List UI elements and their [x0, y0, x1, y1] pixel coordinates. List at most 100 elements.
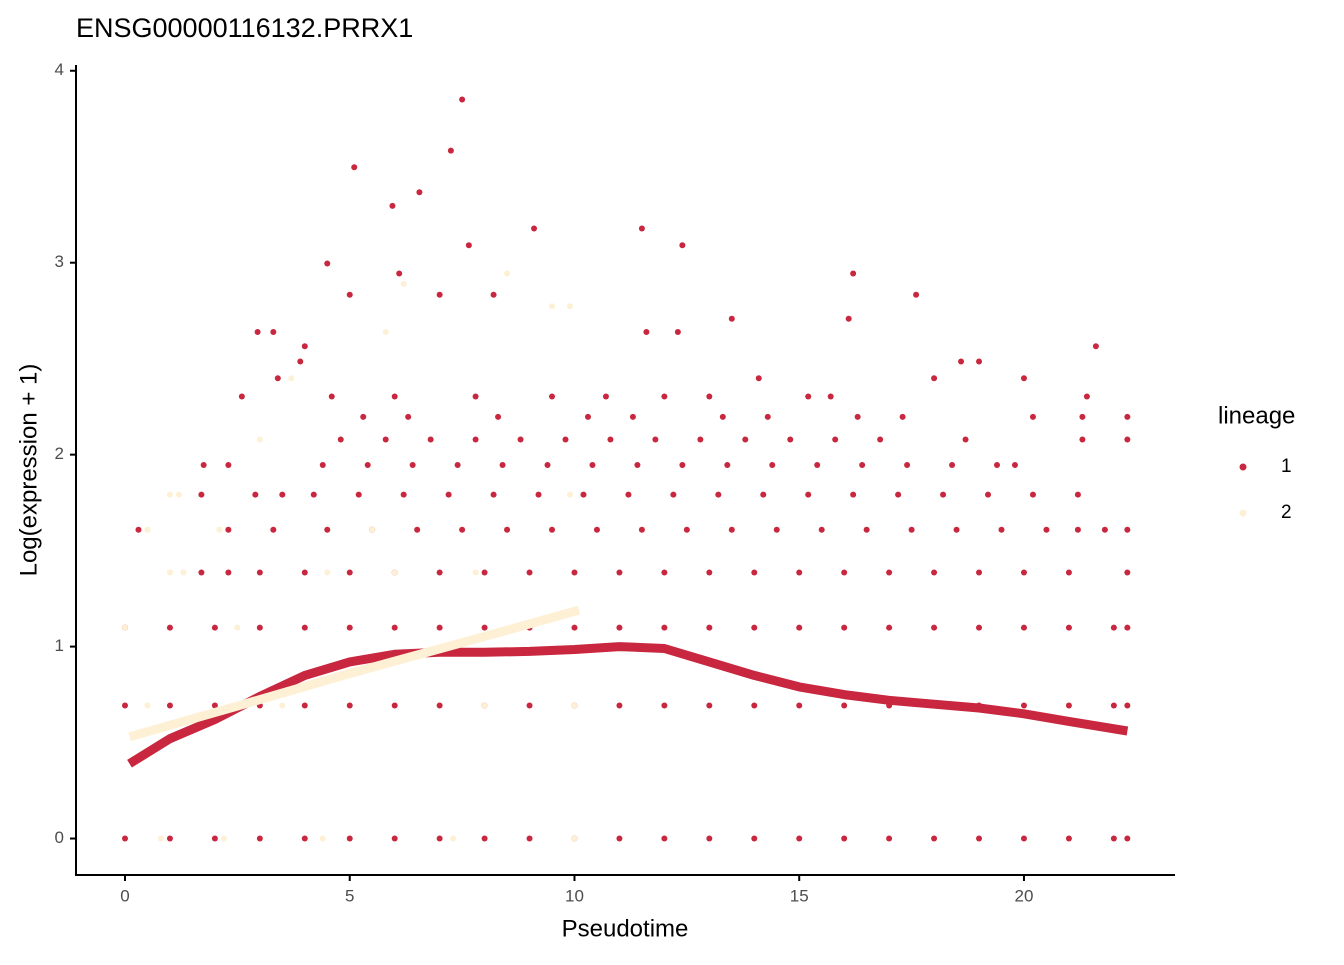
point: [706, 393, 713, 400]
point: [400, 491, 407, 498]
point: [436, 702, 443, 709]
point: [324, 526, 331, 533]
point: [571, 569, 578, 576]
point: [769, 462, 776, 469]
point: [593, 526, 600, 533]
point: [346, 291, 353, 298]
point: [270, 328, 277, 335]
point: [1043, 526, 1050, 533]
point: [728, 315, 735, 322]
point: [445, 491, 452, 498]
point: [850, 491, 857, 498]
point: [863, 526, 870, 533]
point: [1124, 835, 1131, 842]
point: [841, 624, 848, 631]
point: [409, 462, 416, 469]
point: [416, 189, 423, 196]
point: [328, 393, 335, 400]
point: [472, 569, 479, 576]
point: [629, 413, 636, 420]
point: [962, 436, 969, 443]
legend-marker: [1239, 509, 1247, 517]
y-tick-label: 0: [55, 828, 64, 847]
point: [465, 242, 472, 249]
point: [661, 393, 668, 400]
y-axis-label: Log(expression + 1): [15, 364, 42, 577]
legend-title: lineage: [1218, 402, 1295, 429]
y-tick-label: 1: [55, 636, 64, 655]
point: [886, 835, 893, 842]
point: [643, 328, 650, 335]
point: [301, 835, 308, 842]
point: [1124, 702, 1131, 709]
point: [913, 291, 920, 298]
point: [976, 835, 983, 842]
point: [895, 491, 902, 498]
point: [638, 526, 645, 533]
point: [256, 569, 263, 576]
point: [571, 702, 578, 709]
point: [225, 462, 232, 469]
point: [679, 242, 686, 249]
point: [949, 462, 956, 469]
point: [175, 491, 182, 498]
point: [427, 436, 434, 443]
point: [157, 835, 164, 842]
point: [144, 526, 151, 533]
point: [845, 315, 852, 322]
point: [1124, 436, 1131, 443]
point: [616, 624, 623, 631]
y-tick-label: 3: [55, 252, 64, 271]
point: [225, 526, 232, 533]
point: [760, 491, 767, 498]
point: [301, 624, 308, 631]
point: [495, 413, 502, 420]
point: [297, 358, 304, 365]
point: [436, 835, 443, 842]
point: [504, 270, 511, 277]
point: [607, 436, 614, 443]
point: [787, 436, 794, 443]
point: [616, 702, 623, 709]
point: [1124, 413, 1131, 420]
point: [998, 526, 1005, 533]
point: [634, 462, 641, 469]
point: [396, 270, 403, 277]
point: [728, 526, 735, 533]
point: [1029, 491, 1036, 498]
point: [481, 569, 488, 576]
point: [1110, 835, 1117, 842]
point: [1029, 413, 1036, 420]
point: [526, 835, 533, 842]
point: [1124, 624, 1131, 631]
point: [256, 436, 263, 443]
point: [1020, 624, 1027, 631]
point: [351, 164, 358, 171]
x-tick-label: 0: [120, 886, 129, 905]
point: [679, 462, 686, 469]
point: [180, 569, 187, 576]
point: [544, 462, 551, 469]
point: [697, 436, 704, 443]
point: [1101, 526, 1108, 533]
point: [389, 202, 396, 209]
point: [254, 328, 261, 335]
point: [661, 835, 668, 842]
point: [994, 462, 1001, 469]
point: [877, 436, 884, 443]
point: [1020, 702, 1027, 709]
point: [391, 702, 398, 709]
point: [301, 343, 308, 350]
point: [571, 624, 578, 631]
point: [818, 526, 825, 533]
point: [369, 526, 376, 533]
point: [827, 393, 834, 400]
point: [796, 569, 803, 576]
y-tick-label: 4: [55, 60, 64, 79]
point: [661, 569, 668, 576]
point: [661, 624, 668, 631]
point: [706, 569, 713, 576]
point: [1092, 343, 1099, 350]
point: [121, 702, 128, 709]
